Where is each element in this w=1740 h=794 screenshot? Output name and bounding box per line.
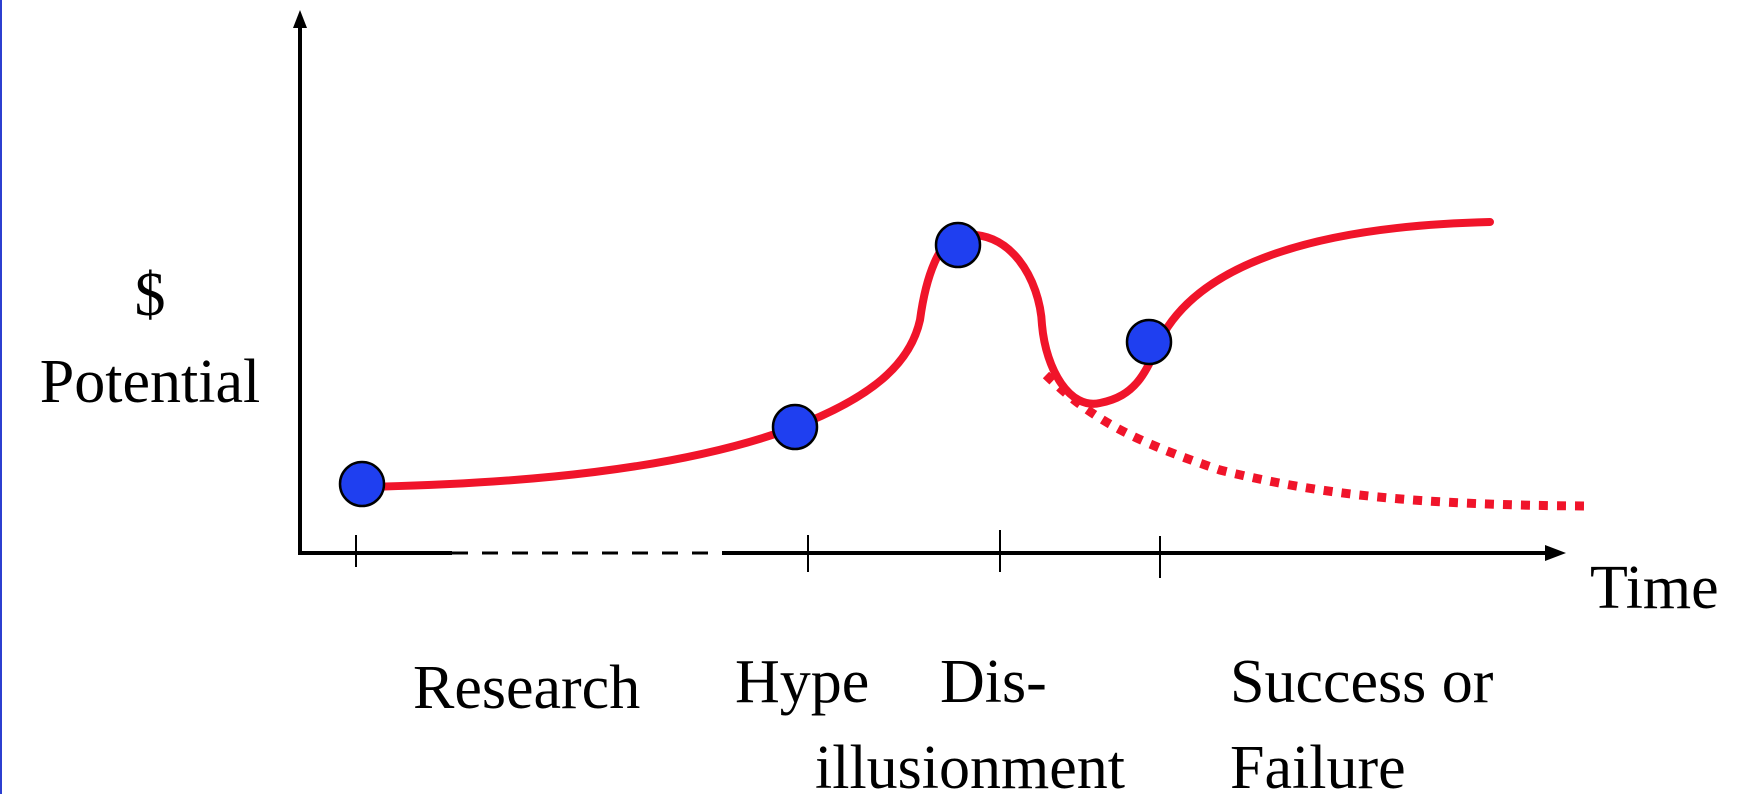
y-axis-arrowhead (293, 10, 307, 28)
x-axis-label: Time (1590, 554, 1719, 622)
hype-cycle-curve (358, 218, 1494, 491)
phase-label-outcome-2: Failure (1230, 734, 1406, 794)
phase-label-outcome-1: Success or (1230, 648, 1494, 716)
phase-label-research: Research (413, 654, 640, 722)
x-axis-arrowhead (1545, 545, 1566, 561)
hype-point (771, 403, 819, 451)
slide-left-border (0, 0, 2, 794)
phase-label-hype: Hype (735, 648, 869, 716)
recovery-point (1125, 318, 1173, 366)
y-axis-label: Potential (40, 348, 260, 416)
failure-branch-curve (1042, 371, 1589, 511)
phase-label-disillusionment-2: illusionment (815, 734, 1125, 794)
peak-point (934, 221, 982, 269)
y-axis-label-symbol: $ (135, 261, 166, 329)
phase-label-disillusionment-1: Dis- (940, 648, 1047, 716)
research-point (338, 460, 386, 508)
